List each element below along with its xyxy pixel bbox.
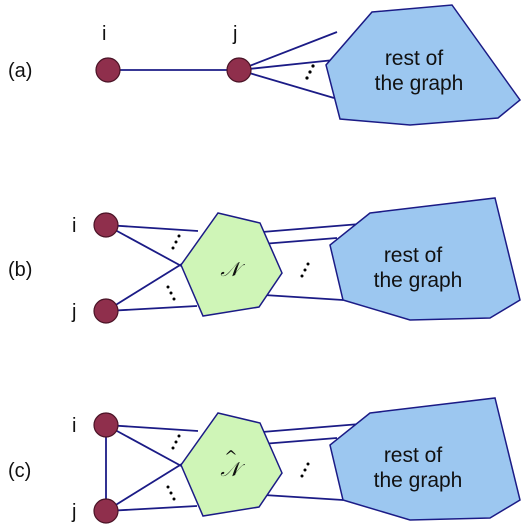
edge-neighborhood-rest — [261, 237, 338, 245]
rest-of-graph-blob — [325, 4, 522, 126]
node-i-label: i — [72, 215, 76, 237]
node-i-label: i — [102, 23, 106, 45]
node-j — [93, 498, 119, 524]
node-j — [93, 298, 119, 324]
node-j-label: j — [71, 301, 76, 323]
ellipsis-dots — [300, 262, 310, 278]
panel-a: (a) i j rest of the graph — [8, 4, 522, 126]
ellipsis-dots — [171, 234, 181, 250]
edge-neighborhood-rest — [261, 223, 361, 233]
panel-a-label: (a) — [8, 60, 32, 82]
edge-j-rest — [238, 69, 335, 99]
node-i-label: i — [72, 415, 76, 437]
ellipsis-dots — [171, 434, 181, 450]
rest-label-line1: rest of — [384, 244, 443, 267]
edge-neighborhood-rest — [263, 294, 344, 301]
edge-i-neighborhood — [105, 424, 199, 432]
ellipsis-dots — [166, 285, 176, 301]
ellipsis-dots — [300, 462, 310, 478]
node-i — [93, 412, 119, 438]
rest-label-line2: the graph — [374, 269, 463, 292]
edge-j-neighborhood — [105, 305, 198, 312]
edge-j-neighborhood — [105, 461, 186, 512]
ellipsis-dots — [305, 64, 315, 80]
edge-j-rest — [238, 59, 335, 71]
neighborhood-blob — [180, 212, 283, 317]
edge-j-neighborhood — [105, 261, 186, 312]
node-j-label: j — [232, 23, 237, 45]
rest-label-line2: the graph — [374, 469, 463, 492]
panel-b-label: (b) — [8, 259, 32, 281]
node-i — [93, 212, 119, 238]
node-j-label: j — [71, 501, 76, 523]
edge-i-neighborhood — [105, 424, 186, 469]
neighborhood-blob — [180, 412, 283, 517]
edge-j-rest — [238, 31, 338, 71]
node-i — [95, 57, 121, 83]
rest-of-graph-blob — [329, 197, 521, 321]
edge-i-neighborhood — [105, 224, 199, 232]
rest-label-line1: rest of — [385, 47, 444, 70]
neighborhood-hat: ^ — [224, 447, 237, 466]
edge-neighborhood-rest — [261, 423, 361, 433]
edge-neighborhood-rest — [263, 494, 344, 501]
rest-label-line2: the graph — [375, 72, 464, 95]
panel-c-label: (c) — [8, 460, 31, 482]
panel-c: (c) i j 𝒩 ^ rest of the graph — [8, 397, 521, 524]
panel-b: (b) i j 𝒩 rest of the graph — [8, 197, 521, 324]
ellipsis-dots — [166, 485, 176, 501]
edge-neighborhood-rest — [261, 437, 338, 445]
edge-j-neighborhood — [105, 505, 198, 512]
rest-of-graph-blob — [329, 397, 521, 521]
node-j — [226, 57, 252, 83]
rest-label-line1: rest of — [384, 444, 443, 467]
edge-i-neighborhood — [105, 224, 186, 269]
